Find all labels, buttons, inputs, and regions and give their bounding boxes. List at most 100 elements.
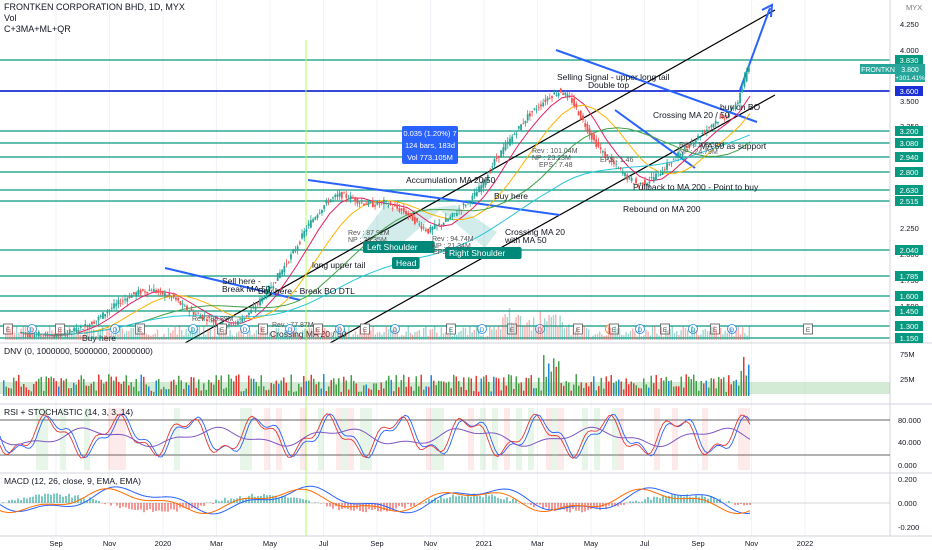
dnv-bar [635, 385, 637, 396]
time-tick: Jul [319, 539, 329, 548]
time-tick: 2021 [476, 539, 493, 548]
volume-bar [709, 331, 711, 340]
candle-body [537, 107, 540, 109]
macd-hist [623, 503, 625, 506]
candle-body [369, 201, 372, 203]
dnv-bar [585, 382, 587, 396]
candle-body [586, 124, 589, 132]
dnv-bar [270, 382, 272, 396]
candle-body [610, 157, 613, 162]
macd-hist [29, 497, 31, 503]
dnv-bar [293, 391, 295, 396]
macd-hist [188, 503, 190, 510]
volume-bar [88, 326, 90, 340]
dnv-bar [365, 384, 367, 396]
macd-hist [647, 496, 649, 503]
volume-bar [645, 329, 647, 340]
candle-body [619, 167, 622, 169]
volume-bar [112, 334, 115, 340]
volume-bar [260, 326, 262, 340]
dnv-bar [665, 376, 667, 396]
rsi-zone [264, 408, 270, 470]
volume-bar [636, 336, 638, 340]
level-tag-text: 3.830 [900, 56, 919, 65]
volume-bar [130, 328, 132, 340]
dnv-bar [510, 375, 512, 396]
macd-hist [230, 498, 232, 503]
dnv-tick: 25M [900, 375, 915, 384]
dnv-bar [40, 376, 42, 396]
candle-body [566, 94, 569, 97]
macd-hist [53, 493, 55, 503]
candle-body [188, 311, 191, 313]
volume-bar [390, 325, 392, 340]
volume-bar [475, 325, 478, 340]
rsi-tick: 0.000 [898, 461, 917, 470]
candle-body [298, 241, 301, 244]
candle-body [139, 290, 142, 294]
macd-hist [737, 503, 739, 505]
volume-bar [18, 332, 20, 340]
dnv-bar [50, 376, 52, 396]
dnv-bar [588, 386, 590, 396]
volume-bar [425, 325, 427, 340]
dnv-bar [310, 374, 312, 396]
candle-body [267, 286, 270, 294]
candle-body [555, 94, 558, 96]
ma-line [19, 134, 751, 336]
volume-bar [676, 331, 678, 340]
macd-hist [371, 503, 373, 511]
volume-bar [174, 326, 176, 340]
macd-hist [158, 503, 160, 511]
volume-bar [240, 328, 242, 340]
macd-hist [407, 503, 409, 504]
currency-label: MYX [906, 3, 922, 12]
fundamental-text: EPS [433, 249, 447, 256]
dnv-bar [520, 382, 522, 396]
macd-hist [593, 503, 595, 508]
volume-bar [376, 332, 379, 340]
macd-hist [584, 503, 586, 512]
dnv-bar [495, 377, 497, 396]
dnv-bar [480, 378, 482, 396]
candle-body [692, 143, 695, 146]
candle-body [681, 153, 684, 156]
volume-bar [440, 327, 442, 340]
dnv-bar [133, 386, 135, 396]
dnv-bar [255, 381, 257, 396]
event-label: E [138, 327, 143, 334]
candle-body [113, 303, 115, 309]
macd-hist [86, 500, 88, 503]
dnv-bar [718, 376, 720, 396]
candle-body [646, 183, 649, 185]
macd-hist [665, 496, 667, 503]
macd-hist [641, 501, 643, 503]
candle-body [309, 220, 312, 228]
dnv-bar [545, 377, 547, 396]
candle-body [144, 291, 146, 293]
volume-bar [577, 327, 579, 340]
candle-body [544, 99, 547, 102]
rsi-zone [174, 408, 180, 470]
volume-bar [341, 336, 343, 340]
dnv-bar [713, 378, 715, 396]
fundamental-text: EPS : 7.48 [539, 162, 573, 169]
dnv-bar [163, 386, 165, 396]
volume-bar [632, 328, 634, 340]
macd-hist [314, 502, 316, 503]
volume-bar [110, 333, 112, 340]
volume-bar [44, 333, 46, 340]
volume-bar [621, 334, 623, 340]
macd-hist [56, 493, 58, 503]
oscillator-line [0, 426, 751, 448]
event-marker [258, 323, 268, 335]
event-label: D [338, 327, 343, 334]
volume-bar [343, 328, 346, 340]
dnv-bar [345, 380, 347, 396]
candle-body [584, 123, 587, 127]
volume-bar [471, 332, 473, 340]
volume-bar [324, 327, 326, 340]
dnv-bar [148, 386, 150, 396]
volume-bar [610, 327, 612, 340]
